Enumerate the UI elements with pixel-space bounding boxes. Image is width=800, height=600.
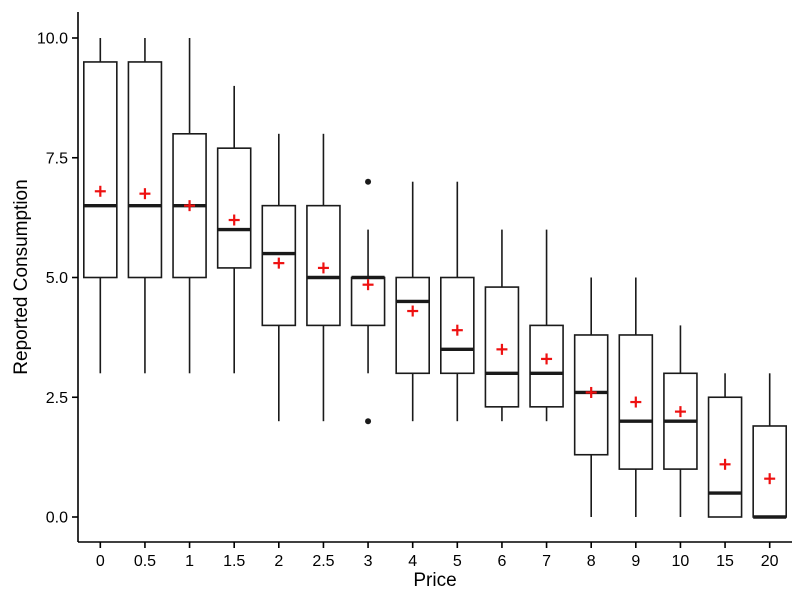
box-group-8 [573,277,609,517]
x-tick-label: 6 [497,553,506,570]
box [529,324,564,408]
x-tick-label: 9 [631,553,640,570]
outlier-point [365,178,372,185]
y-tick-label: 0.0 [46,510,68,527]
x-tick-label: 0.5 [134,553,156,570]
x-tick-label: 15 [716,553,734,570]
box-group-9 [618,277,654,517]
x-tick-label: 2 [274,553,283,570]
box-group-0 [83,38,118,374]
box [707,396,743,518]
box-group-4 [395,181,430,422]
x-tick-label: 3 [364,553,373,570]
box [83,61,118,279]
box-group-2.5 [306,133,341,422]
box [752,425,787,518]
box [395,276,430,375]
x-tick-label: 10 [672,553,690,570]
box-group-1.5 [216,85,252,374]
box-group-0.5 [127,38,163,374]
box-group-15 [707,373,743,518]
x-tick-label: 1 [185,553,194,570]
box-group-7 [529,229,564,422]
x-tick-label: 8 [587,553,596,570]
x-tick-label: 2.5 [312,553,334,570]
x-tick-label: 0 [96,553,105,570]
box-group-5 [440,181,475,422]
box-group-3 [350,178,386,425]
x-tick-label: 5 [453,553,462,570]
box-group-1 [172,38,207,374]
y-tick-label: 2.5 [46,390,68,407]
box-group-6 [484,229,520,422]
y-tick-label: 5.0 [46,270,68,287]
box [127,61,163,279]
y-tick-label: 7.5 [46,150,68,167]
y-tick-label: 10.0 [37,31,68,48]
y-axis-title: Reported Consumption [11,179,32,375]
x-tick-label: 1.5 [223,553,245,570]
box-group-20 [752,373,787,519]
box-group-10 [663,325,698,517]
x-tick-label: 4 [408,553,417,570]
box-group-2 [261,133,297,422]
box [216,147,252,269]
x-tick-label: 7 [542,553,551,570]
x-axis-title: Price [413,570,457,591]
outlier-point [365,418,372,425]
x-tick-label: 20 [761,553,779,570]
